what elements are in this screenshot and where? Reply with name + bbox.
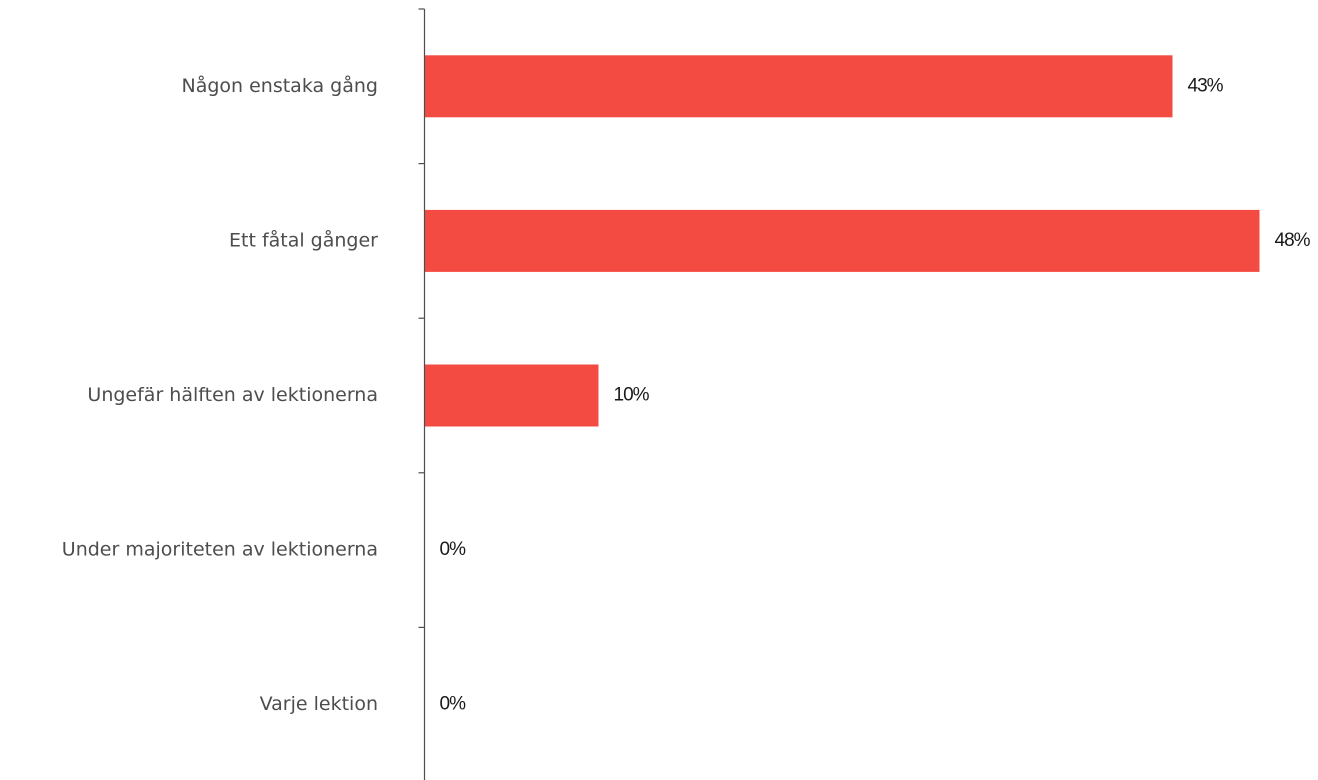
category-label: Ett fåtal gånger (229, 228, 378, 251)
category-axis (418, 8, 426, 780)
category-label: Någon enstaka gång (181, 74, 378, 97)
data-label: 10% (614, 385, 650, 406)
data-label: 0% (440, 694, 467, 715)
data-label: 43% (1188, 75, 1224, 96)
category-labels: Någon enstaka gång Ett fåtal gånger Ungefä… (62, 74, 378, 715)
bar (424, 209, 1260, 272)
category-label: Ungefär hälften av lektionerna (87, 384, 378, 406)
category-label: Varje lektion (260, 693, 378, 715)
data-label: 0% (440, 539, 467, 560)
bar (424, 364, 599, 427)
bar (424, 55, 1173, 118)
value-labels: 43% 48% 10% 0% 0% (440, 75, 1312, 715)
category-label: Under majoriteten av lektionerna (62, 539, 378, 561)
bars-group (424, 55, 1260, 427)
data-label: 48% (1275, 230, 1311, 251)
